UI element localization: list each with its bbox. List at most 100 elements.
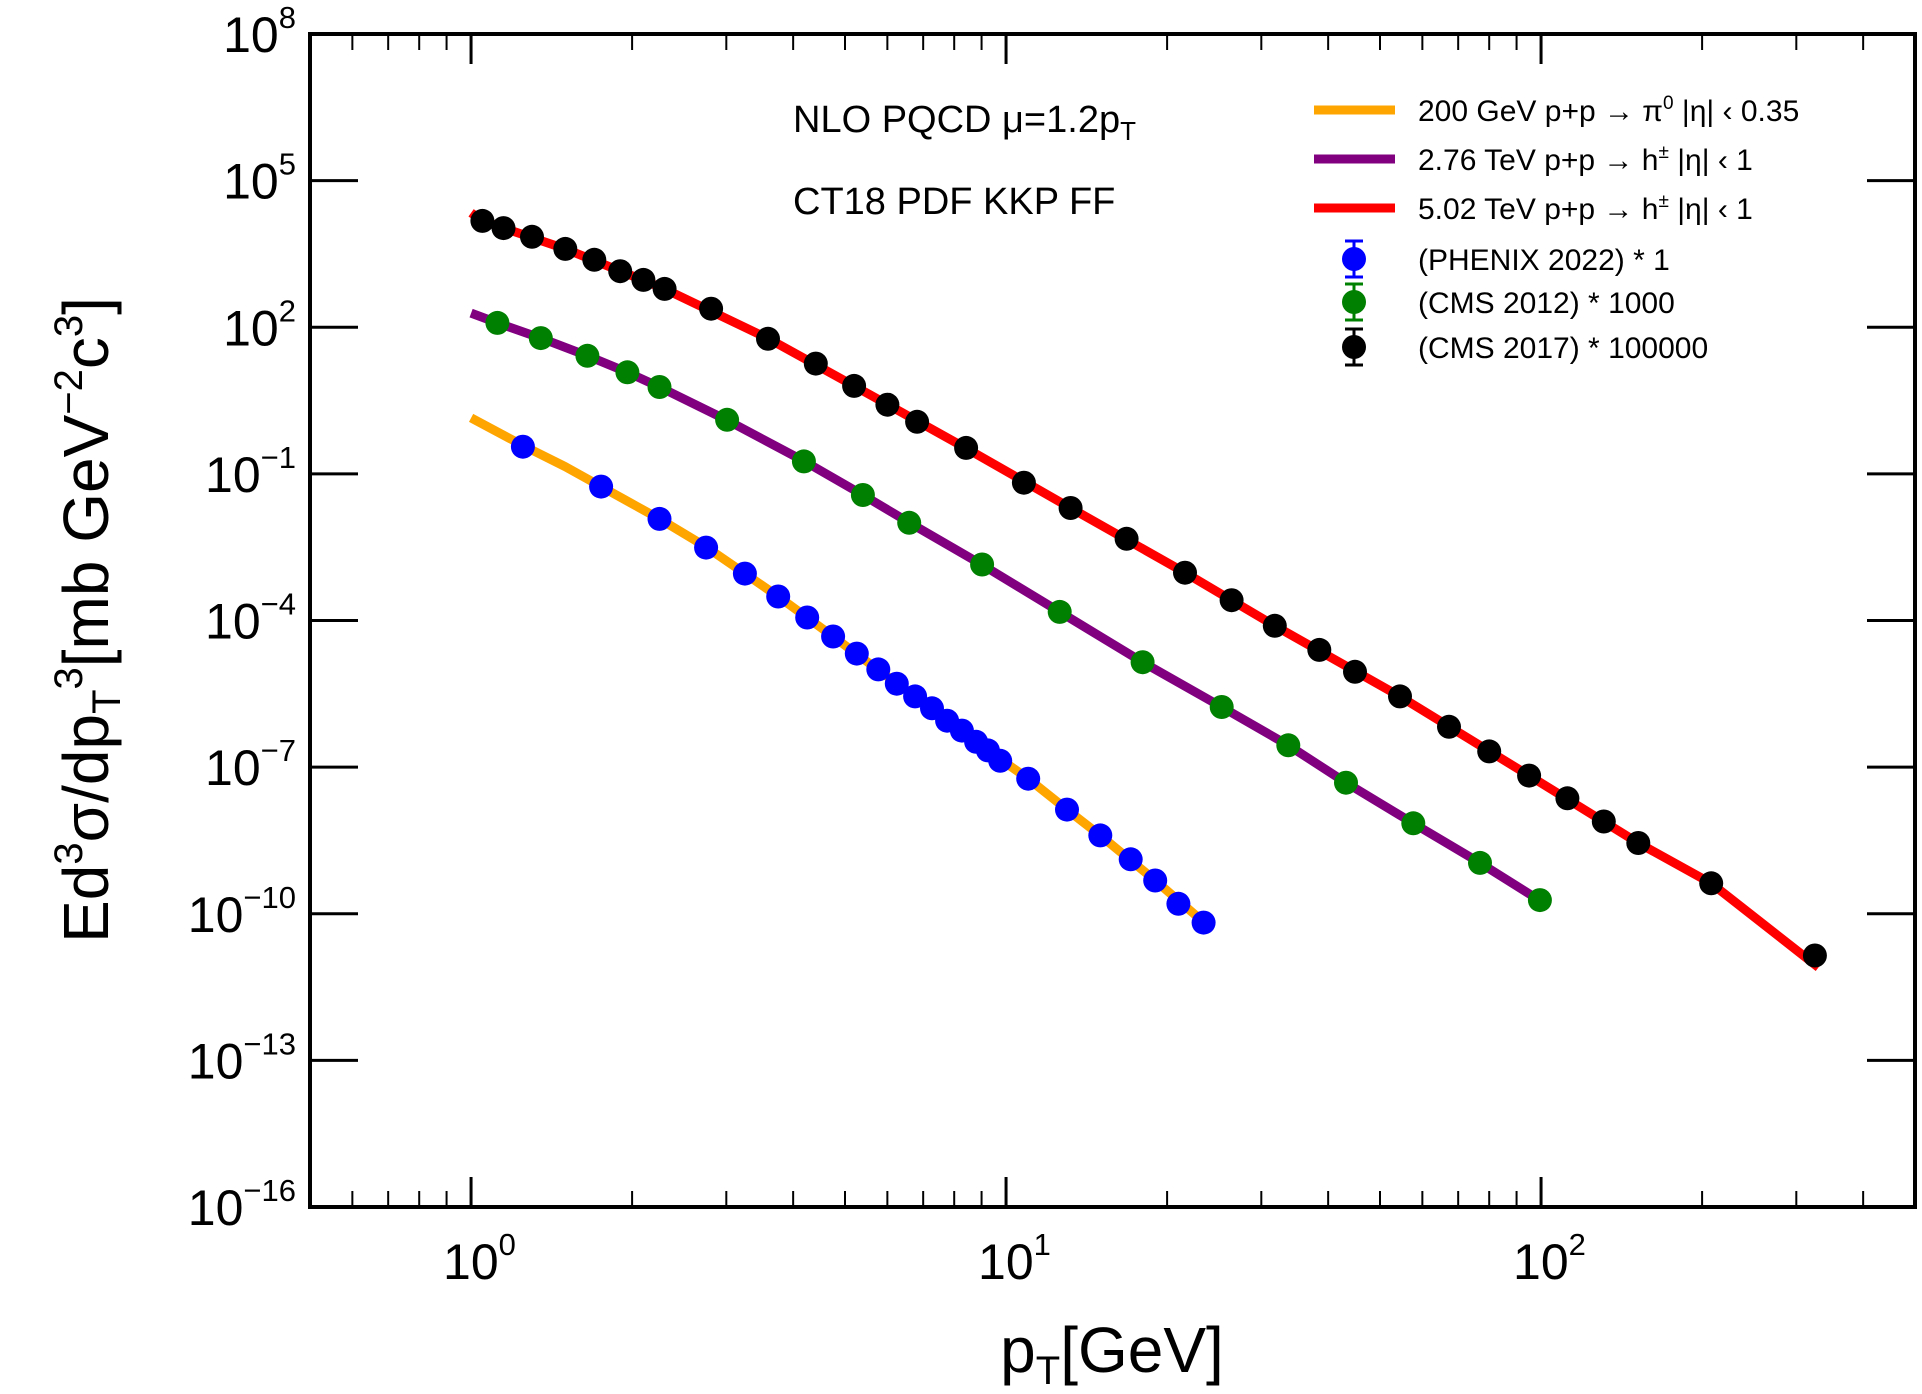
text-part: T bbox=[1036, 1349, 1060, 1393]
data-point bbox=[615, 360, 640, 385]
data-point bbox=[1209, 695, 1234, 719]
data-point bbox=[803, 351, 828, 376]
data-point bbox=[1437, 714, 1461, 739]
series-2 bbox=[470, 208, 1827, 968]
data-point bbox=[988, 748, 1013, 773]
text-part: 1 bbox=[1034, 1227, 1051, 1262]
text-part: ] bbox=[50, 297, 122, 315]
y-tick-label: 10−10 bbox=[188, 880, 296, 943]
data-point bbox=[1191, 910, 1216, 935]
data-point bbox=[1527, 888, 1552, 913]
text-part: 8 bbox=[279, 0, 296, 35]
text-part: 10 bbox=[223, 154, 279, 210]
text-part: 10 bbox=[443, 1234, 499, 1290]
data-points bbox=[470, 208, 1827, 968]
text-part: 10 bbox=[205, 447, 261, 503]
data-point bbox=[1591, 809, 1616, 834]
data-point bbox=[715, 407, 740, 432]
data-point bbox=[575, 343, 600, 368]
data-point bbox=[791, 449, 816, 474]
text-part: 10 bbox=[223, 300, 279, 356]
text-part: σ/dp bbox=[50, 714, 122, 842]
text-part: 0 bbox=[499, 1227, 516, 1262]
data-point bbox=[1130, 650, 1155, 675]
text-part: |η| ‹ 1 bbox=[1669, 193, 1753, 226]
annotation-0: NLO PQCD μ=1.2pT bbox=[793, 99, 1136, 146]
data-point bbox=[905, 409, 930, 434]
text-part: 2 bbox=[1569, 1227, 1586, 1262]
annotation-1: CT18 PDF KKP FF bbox=[793, 181, 1115, 223]
data-point bbox=[1055, 797, 1079, 822]
data-point bbox=[1802, 943, 1827, 968]
data-point bbox=[1058, 496, 1083, 520]
y-tick-label: 10−7 bbox=[205, 733, 296, 796]
legend-marker bbox=[1342, 335, 1366, 359]
data-point bbox=[699, 296, 724, 321]
data-point bbox=[1143, 868, 1168, 893]
x-tick-labels: 100 101 102 bbox=[443, 1227, 1586, 1290]
data-point bbox=[647, 506, 672, 531]
text-part: 3 bbox=[47, 842, 91, 864]
data-point bbox=[1307, 637, 1332, 662]
data-point bbox=[844, 641, 869, 666]
text-part: |η| ‹ 0.35 bbox=[1674, 95, 1800, 128]
text-part: CT18 PDF KKP FF bbox=[793, 181, 1115, 223]
data-point bbox=[766, 584, 791, 609]
x-tick-label: 102 bbox=[1513, 1227, 1586, 1290]
data-point bbox=[631, 267, 656, 292]
legend-marker bbox=[1342, 290, 1366, 314]
text-part: −16 bbox=[243, 1173, 296, 1208]
data-point bbox=[589, 474, 614, 499]
y-tick-label: 10−1 bbox=[205, 440, 296, 503]
text-part: NLO PQCD μ=1.2p bbox=[793, 99, 1120, 141]
data-point bbox=[1219, 588, 1244, 613]
series-1 bbox=[485, 310, 1552, 913]
text-part: 2.76 TeV p+p → h bbox=[1418, 144, 1658, 177]
data-point bbox=[510, 434, 535, 459]
data-point bbox=[1388, 684, 1412, 709]
text-part: 200 GeV p+p → π bbox=[1418, 95, 1663, 128]
text-part: −13 bbox=[243, 1026, 296, 1061]
data-point bbox=[470, 208, 495, 233]
legend-entry: 5.02 TeV p+p → h± |η| ‹ 1 bbox=[1418, 191, 1753, 226]
data-point bbox=[485, 310, 510, 335]
text-part: 10 bbox=[1513, 1234, 1569, 1290]
data-point bbox=[884, 671, 909, 696]
x-axis-label: pT[GeV] bbox=[1000, 1314, 1224, 1393]
data-point bbox=[1401, 811, 1426, 836]
data-point bbox=[553, 236, 578, 261]
data-point bbox=[795, 605, 820, 630]
data-point bbox=[608, 259, 633, 284]
text-part: 5.02 TeV p+p → h bbox=[1418, 193, 1658, 226]
text-part: ± bbox=[1658, 191, 1668, 212]
text-part: −7 bbox=[261, 733, 296, 768]
data-point bbox=[1114, 526, 1139, 551]
data-point bbox=[1477, 739, 1502, 764]
data-point bbox=[1016, 766, 1041, 791]
data-point bbox=[1626, 831, 1651, 855]
text-part: −1 bbox=[261, 440, 296, 475]
text-part: c bbox=[50, 337, 122, 369]
text-part: −4 bbox=[261, 587, 296, 622]
data-point bbox=[1334, 770, 1358, 795]
legend-entry: (CMS 2012) * 1000 bbox=[1418, 287, 1675, 320]
data-point bbox=[970, 552, 995, 577]
legend-entry: (PHENIX 2022) * 1 bbox=[1418, 244, 1670, 277]
data-point bbox=[1047, 599, 1072, 624]
data-point bbox=[1011, 470, 1036, 495]
data-point bbox=[903, 684, 928, 709]
text-part: −2 bbox=[47, 369, 91, 415]
data-point bbox=[1517, 763, 1542, 788]
data-point bbox=[1699, 871, 1724, 896]
text-part: 10 bbox=[188, 1033, 244, 1089]
data-point bbox=[897, 510, 922, 535]
data-point bbox=[1088, 823, 1113, 848]
y-tick-label: 10−13 bbox=[188, 1026, 296, 1089]
data-point bbox=[694, 535, 719, 560]
text-part: T bbox=[1120, 116, 1136, 146]
data-point bbox=[652, 276, 677, 301]
y-axis-label: Ed3σ/dpT3[mb GeV−2c3] bbox=[47, 297, 129, 943]
data-point bbox=[1118, 847, 1143, 872]
data-point bbox=[582, 247, 607, 272]
